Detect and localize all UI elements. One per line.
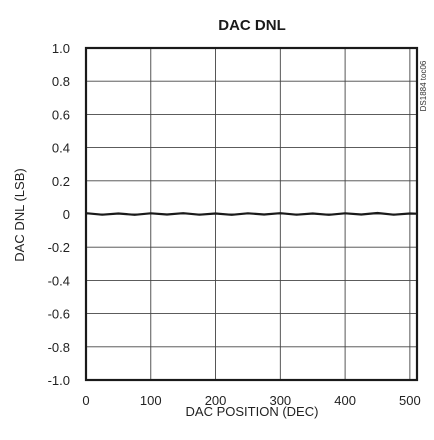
x-axis-label: DAC POSITION (DEC) — [186, 404, 319, 419]
y-tick-label: -0.6 — [48, 307, 70, 322]
y-tick-label: -1.0 — [48, 373, 70, 388]
y-tick-labels: 1.0 0.8 0.6 0.4 0.2 0 -0.2 -0.4 -0.6 -0.8 -1.0 — [48, 41, 70, 388]
y-tick-label: 1.0 — [52, 41, 70, 56]
y-tick-label: 0.4 — [52, 141, 70, 156]
y-tick-label: 0 — [63, 207, 70, 222]
chart-title: DAC DNL — [218, 17, 286, 34]
x-tick-label: 400 — [334, 393, 356, 408]
series-layer — [85, 211, 418, 216]
y-tick-label: -0.4 — [48, 273, 70, 288]
y-tick-label: -0.8 — [48, 340, 70, 355]
x-tick-label: 0 — [82, 393, 89, 408]
x-tick-label: 500 — [399, 393, 421, 408]
x-tick-label: 200 — [205, 393, 227, 408]
y-tick-label: -0.2 — [48, 240, 70, 255]
x-tick-label: 100 — [140, 393, 162, 408]
y-tick-label: 0.6 — [52, 107, 70, 122]
x-tick-label: 300 — [269, 393, 291, 408]
y-axis-label: DAC DNL (LSB) — [12, 168, 27, 261]
figure-id-label: DS1884 toc06 — [419, 60, 428, 111]
dnl-series-line — [85, 211, 418, 216]
plot-frame — [84, 46, 419, 382]
x-tick-labels: 0 100 200 300 400 500 — [82, 393, 420, 408]
y-tick-label: 0.8 — [52, 74, 70, 89]
y-tick-label: 0.2 — [52, 174, 70, 189]
